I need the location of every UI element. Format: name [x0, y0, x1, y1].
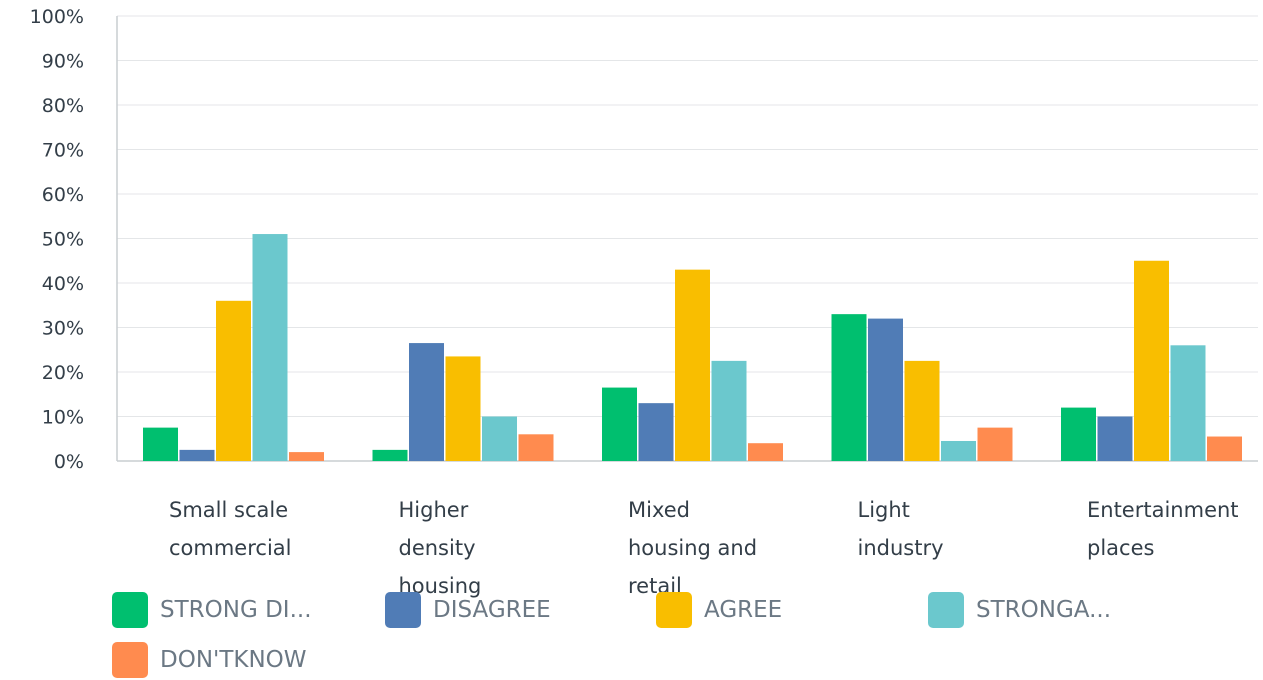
- x-category-label: Small scale: [169, 498, 288, 522]
- y-tick-label: 80%: [42, 95, 84, 117]
- legend-label: STRONG DI...: [160, 597, 312, 623]
- bar: [748, 443, 783, 461]
- legend-label: DISAGREE: [433, 597, 551, 623]
- bar: [1134, 260, 1169, 461]
- bar: [977, 427, 1013, 461]
- y-tick-label: 100%: [30, 6, 84, 28]
- bar: [179, 449, 215, 461]
- y-tick-label: 90%: [42, 51, 84, 73]
- legend-swatch: [656, 592, 692, 628]
- bar: [518, 434, 554, 461]
- legend-swatch: [112, 592, 148, 628]
- legend-item[interactable]: DON'TKNOW: [112, 640, 307, 680]
- bar: [216, 300, 251, 461]
- bar: [675, 269, 710, 461]
- x-category-label: Mixed: [628, 498, 690, 522]
- legend-label: STRONGA...: [976, 597, 1112, 623]
- x-category-label: places: [1087, 536, 1154, 560]
- x-category-label: industry: [858, 536, 944, 560]
- bar: [409, 343, 444, 461]
- bar: [904, 360, 940, 461]
- legend-swatch: [112, 642, 148, 678]
- bar: [941, 440, 976, 461]
- y-tick-label: 40%: [42, 273, 84, 295]
- bar: [711, 360, 747, 461]
- bar: [831, 314, 867, 461]
- bar: [1170, 345, 1206, 461]
- legend-item[interactable]: STRONG DI...: [112, 590, 312, 630]
- legend-item[interactable]: DISAGREE: [385, 590, 551, 630]
- x-category-label: Higher: [399, 498, 469, 522]
- x-category-label: housing and: [628, 536, 757, 560]
- bar: [1207, 436, 1242, 461]
- legend-item[interactable]: STRONGA...: [928, 590, 1111, 630]
- y-tick-label: 30%: [42, 318, 84, 340]
- bar: [289, 452, 324, 461]
- y-tick-label: 20%: [42, 362, 84, 384]
- bar: [252, 234, 288, 461]
- x-category-label: density: [399, 536, 476, 560]
- bar: [638, 403, 674, 461]
- x-category-label: Entertainment: [1087, 498, 1239, 522]
- y-tick-label: 70%: [42, 140, 84, 162]
- bar: [1061, 407, 1096, 461]
- y-tick-label: 50%: [42, 229, 84, 251]
- x-category-label: Light: [858, 498, 910, 522]
- y-tick-label: 60%: [42, 184, 84, 206]
- legend-label: AGREE: [704, 597, 783, 623]
- bar: [1097, 416, 1133, 461]
- bar: [482, 416, 517, 461]
- legend-item[interactable]: AGREE: [656, 590, 782, 630]
- bar: [143, 427, 178, 461]
- y-tick-label: 0%: [54, 451, 84, 473]
- y-tick-label: 10%: [42, 407, 84, 429]
- legend-swatch: [928, 592, 964, 628]
- bar-chart: 0% 10% 20% 30% 40% 50% 60% 70% 80% 90% 100% Small s…: [30, 6, 1258, 598]
- bar: [372, 449, 408, 461]
- bar: [868, 318, 903, 461]
- x-category-label: commercial: [169, 536, 291, 560]
- bar: [445, 356, 481, 461]
- bar: [602, 387, 637, 461]
- legend-swatch: [385, 592, 421, 628]
- legend-label: DON'TKNOW: [160, 647, 307, 673]
